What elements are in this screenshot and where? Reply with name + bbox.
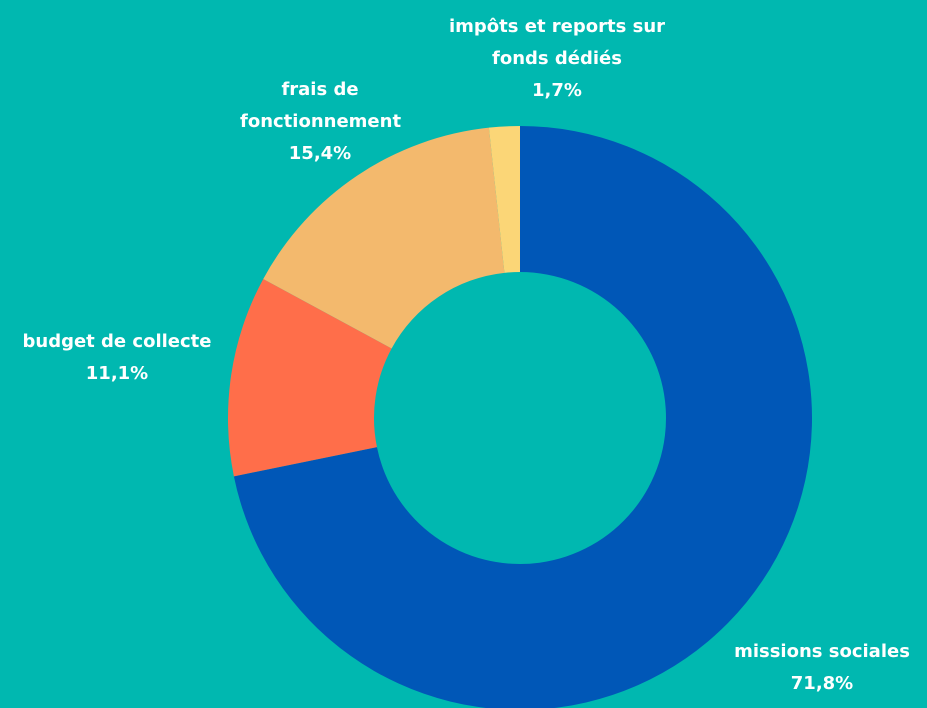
donut-slice: [263, 127, 505, 349]
donut-slice: [488, 126, 520, 273]
slice-label: missions sociales 71,8%: [712, 636, 927, 700]
value-label: 1,7%: [532, 80, 582, 101]
slice-label: budget de collecte 11,1%: [0, 326, 237, 390]
category-label: budget de collecte: [22, 331, 212, 352]
donut-slice: [233, 126, 812, 708]
category-label: impôts et reports sur fonds dédiés: [448, 16, 666, 69]
slice-label: frais de fonctionnement 15,4%: [240, 74, 402, 170]
value-label: 15,4%: [288, 143, 352, 164]
category-label: frais de fonctionnement: [240, 79, 402, 132]
slice-label: impôts et reports sur fonds dédiés 1,7%: [427, 11, 687, 107]
donut-slice: [227, 278, 392, 477]
category-label: missions sociales: [734, 641, 910, 662]
value-label: 11,1%: [85, 363, 149, 384]
value-label: 71,8%: [790, 673, 854, 694]
